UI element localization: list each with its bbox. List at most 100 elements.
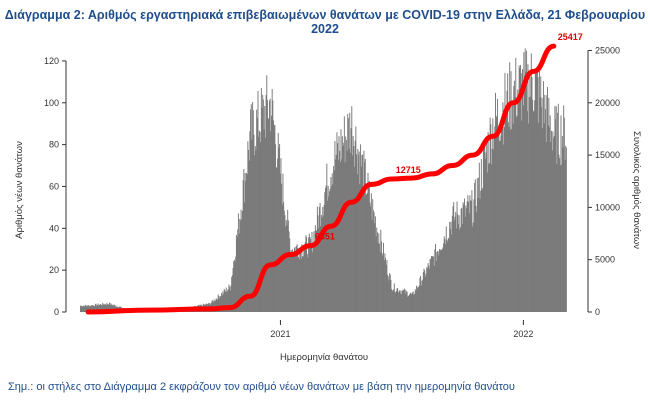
bar (363, 150, 365, 312)
bar (349, 152, 351, 312)
bar (387, 276, 389, 312)
bar (422, 272, 424, 312)
bar (254, 155, 256, 312)
left-tick-label: 100 (44, 98, 59, 108)
bar (464, 198, 465, 312)
bar (364, 158, 366, 312)
bar (101, 305, 103, 312)
bar (499, 140, 501, 312)
bar (323, 204, 325, 312)
bar (535, 70, 537, 312)
bar (84, 304, 86, 312)
bar (463, 204, 465, 312)
bar (390, 279, 392, 312)
bar (297, 248, 299, 312)
bar (524, 75, 526, 312)
bar (354, 140, 356, 312)
bar (90, 306, 92, 312)
bar (335, 159, 337, 312)
bar (505, 111, 507, 312)
bar (389, 274, 391, 312)
bar (337, 143, 339, 312)
bar (443, 236, 445, 312)
annotation-label: 12715 (396, 165, 421, 175)
bar (268, 100, 270, 313)
bar (422, 279, 424, 312)
right-y-axis: 0 5000 10000 15000 20000 25000 (587, 45, 620, 317)
bar (250, 109, 252, 312)
bar (546, 95, 548, 313)
bar (106, 303, 108, 312)
bar (424, 270, 426, 312)
bar (441, 250, 443, 312)
bar (464, 216, 466, 312)
bar (519, 68, 521, 312)
bar (528, 97, 530, 312)
bar (112, 304, 114, 312)
bar (319, 203, 321, 312)
bar (405, 289, 407, 312)
bar (530, 96, 532, 313)
x-axis: 2021 2022 (270, 320, 533, 339)
bar (297, 257, 299, 312)
bar (93, 305, 95, 312)
bar (277, 158, 279, 312)
bar (213, 299, 215, 312)
bar (311, 232, 313, 312)
bar (459, 229, 461, 312)
bar (432, 256, 434, 312)
bar (253, 134, 255, 312)
bar (240, 209, 242, 312)
bar (111, 304, 113, 312)
bar (461, 223, 463, 312)
left-tick-label: 20 (49, 265, 59, 275)
bar (448, 238, 450, 312)
bar (412, 292, 414, 312)
bar (441, 249, 443, 312)
bar (378, 233, 380, 312)
bar (341, 159, 343, 312)
bar (316, 230, 318, 312)
bar (428, 265, 430, 312)
bar (310, 239, 312, 312)
bar (447, 241, 449, 312)
bar (234, 261, 236, 312)
bar (356, 154, 357, 312)
bar (496, 117, 498, 312)
bar (482, 147, 484, 312)
bar (341, 136, 343, 312)
bar (518, 65, 520, 312)
bar (379, 252, 381, 312)
bar (90, 305, 92, 312)
bar (509, 129, 511, 312)
bar (453, 202, 455, 312)
bar (227, 290, 229, 312)
left-tick-label: 60 (49, 181, 59, 191)
bar (537, 77, 539, 313)
bar (295, 246, 297, 312)
bar (509, 62, 511, 312)
bar (280, 158, 282, 312)
bar (554, 105, 556, 312)
bar (300, 258, 302, 312)
bar (345, 139, 347, 312)
bar (298, 259, 300, 312)
bar (262, 99, 264, 313)
bar (364, 162, 366, 312)
bar (82, 305, 84, 312)
bar (320, 226, 322, 312)
bar (497, 126, 499, 313)
bar (503, 127, 505, 312)
bar (393, 283, 395, 312)
bar (360, 166, 362, 312)
bar (366, 194, 368, 312)
bar (506, 90, 508, 313)
bar (249, 131, 251, 312)
bar (100, 304, 102, 312)
bar (279, 173, 281, 312)
bar (411, 293, 413, 312)
bar (293, 248, 295, 312)
bar (553, 136, 555, 312)
bar (284, 215, 286, 312)
bar (414, 289, 416, 312)
